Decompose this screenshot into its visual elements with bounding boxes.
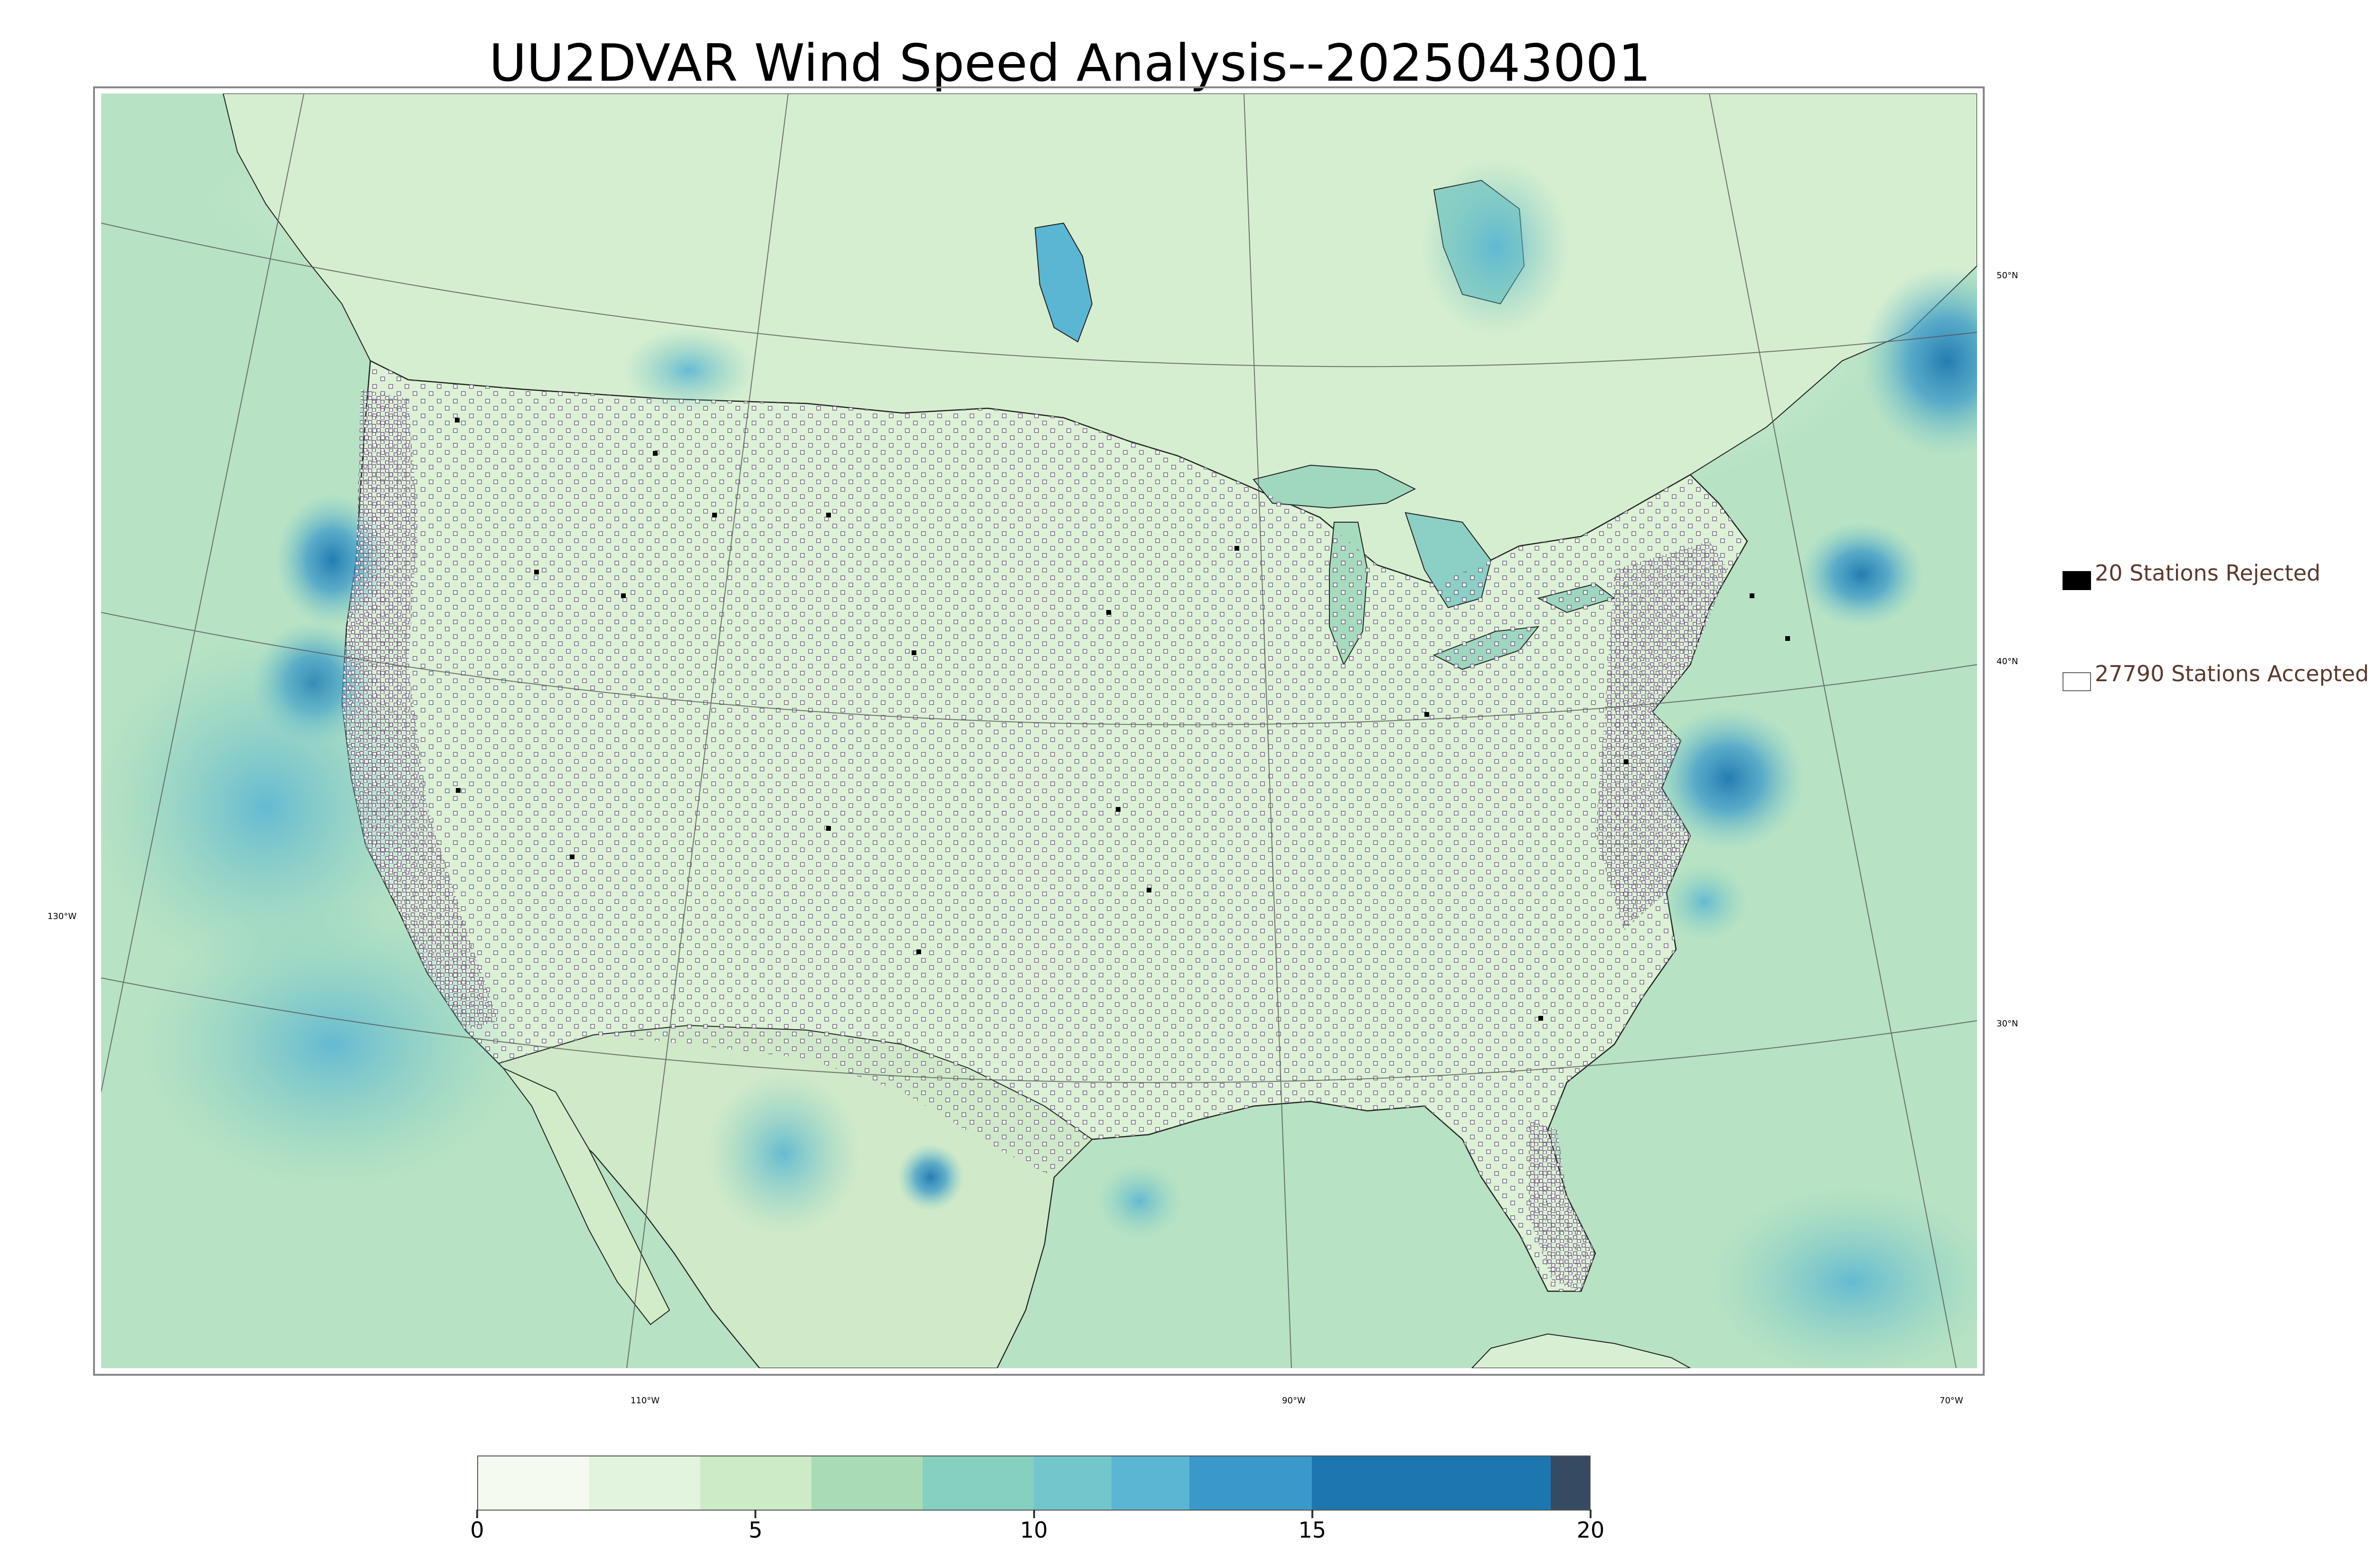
colorbar-tick-label: 15 <box>1298 1517 1327 1543</box>
colorbar-segment-8 <box>1311 1456 1551 1510</box>
wind-max-carolina <box>1662 864 1747 940</box>
colorbar-segment-4 <box>923 1456 1034 1510</box>
lat-label-30n: 30°N <box>1997 1019 2018 1029</box>
graticule-lines <box>101 94 1977 1368</box>
rejected-station-markers <box>455 418 1790 1021</box>
colorbar-segment-1 <box>589 1456 701 1510</box>
colorbar-tick-label: 0 <box>470 1517 484 1543</box>
colorbar-tick-label: 10 <box>1020 1517 1048 1543</box>
wind-speed-colorbar <box>477 1455 1591 1511</box>
baja-peninsula <box>503 1068 670 1325</box>
station-markers-west-coast <box>342 389 499 1030</box>
wind-max-new-england <box>1799 522 1923 627</box>
rejected-legend-label: 20 Stations Rejected <box>2095 560 2321 586</box>
colorbar-segment-6 <box>1112 1456 1190 1510</box>
rejected-legend-swatch <box>2063 571 2091 590</box>
lon-label-70w: 70°W <box>1940 1396 1963 1406</box>
map-title: UU2DVAR Wind Speed Analysis--2025043001 <box>489 34 1651 93</box>
station-markers-east-coast <box>1595 541 1728 930</box>
wind-max-gulf-east <box>1097 1163 1182 1239</box>
colorbar-tick-label: 5 <box>748 1517 763 1543</box>
wind-max-montana <box>622 328 755 413</box>
map-frame <box>93 86 1985 1376</box>
wind-max-atlantic <box>1652 707 1804 850</box>
colorbar-tick-label: 20 <box>1576 1517 1605 1543</box>
cuba-island <box>1471 1333 1691 1368</box>
colorbar-segment-9 <box>1551 1456 1590 1510</box>
lon-label-90w: 90°W <box>1282 1396 1306 1406</box>
wind-max-gulf-west <box>897 1144 964 1211</box>
colorbar-segment-7 <box>1189 1456 1312 1510</box>
accepted-legend-label: 27790 Stations Accepted <box>2095 661 2369 686</box>
wind-max-gulf-st-lawrence <box>1861 266 1977 456</box>
lat-label-50n: 50°N <box>1997 271 2018 281</box>
meridian-70w <box>1709 94 1957 1368</box>
meridian-110w <box>626 94 789 1368</box>
parallel-30n <box>101 977 1977 1083</box>
meridian-90w <box>1244 94 1292 1368</box>
colorbar-tick-mark <box>1590 1510 1592 1518</box>
meridian-130w <box>101 94 304 1092</box>
wind-max-hudson <box>1420 157 1572 337</box>
colorbar-tick-mark <box>754 1510 757 1518</box>
station-markers-florida <box>1529 1120 1595 1291</box>
lat-label-40n: 40°N <box>1997 657 2018 667</box>
colorbar-segment-2 <box>700 1456 812 1510</box>
parallel-40n <box>101 612 1977 725</box>
lon-label-130w: 130°W <box>47 911 77 921</box>
colorbar-tick-mark <box>1033 1510 1035 1518</box>
lake-winnipeg <box>1034 222 1093 343</box>
colorbar-tick-mark <box>476 1510 478 1518</box>
station-markers <box>342 361 1747 1291</box>
colorbar-segment-0 <box>478 1456 590 1510</box>
parallel-50n <box>101 223 1977 367</box>
colorbar-segment-3 <box>811 1456 923 1510</box>
colorbar-segment-5 <box>1034 1456 1112 1510</box>
lon-label-110w: 110°W <box>631 1396 660 1406</box>
colorbar-tick-mark <box>1311 1510 1313 1518</box>
wind-max-caribbean <box>1709 1187 1977 1368</box>
accepted-legend-swatch <box>2063 672 2091 691</box>
wind-max-mexico-plateau <box>707 1073 859 1234</box>
